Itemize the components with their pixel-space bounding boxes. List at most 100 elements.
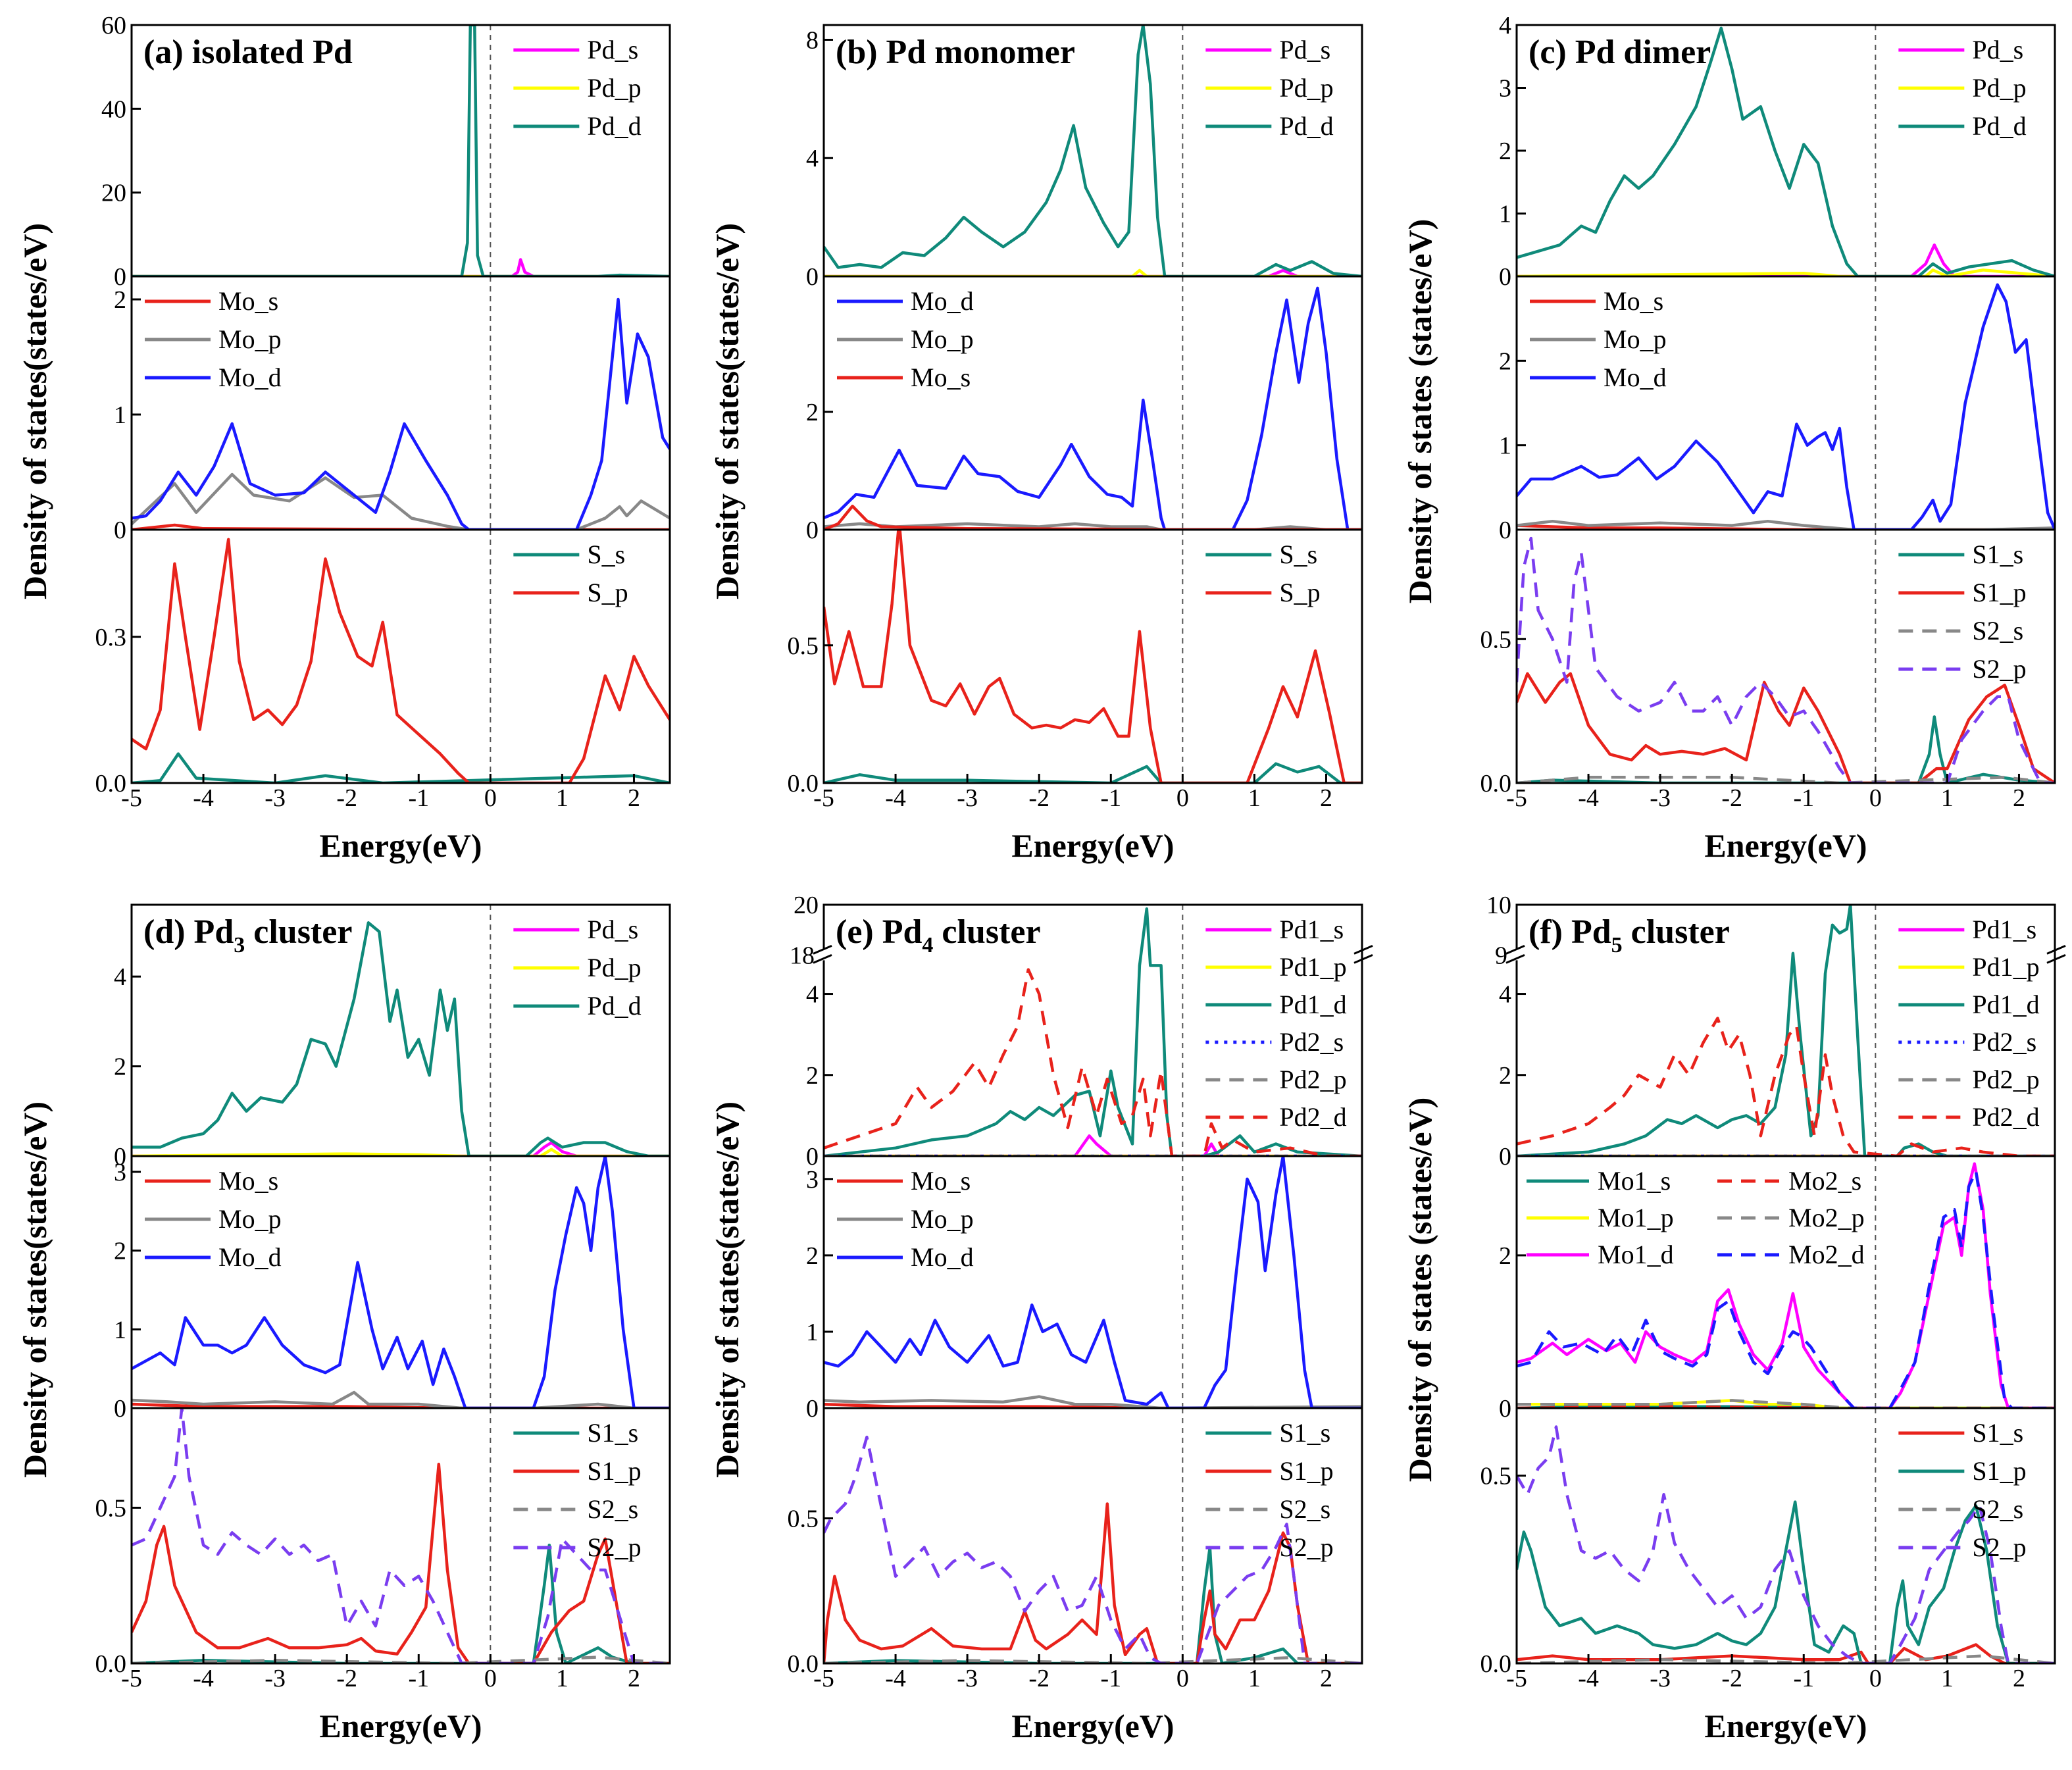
x-axis-title: Energy(eV) [319,1707,482,1744]
legend-label: Mo2_s [1788,1166,1861,1196]
x-tick-label: 2 [2013,1665,2025,1692]
x-tick-label: -1 [1793,1665,1814,1692]
series-line-mo-d [132,297,670,530]
x-tick-label: 0 [1869,1665,1882,1692]
x-tick-label: -3 [957,784,978,812]
legend-label: Pd2_s [1279,1027,1344,1057]
y-tick-label: 2 [806,399,819,426]
legend-label: Mo_d [911,286,974,316]
series-line-pd-s [824,268,1362,276]
x-tick-label: -4 [193,784,214,812]
panel-frame [130,528,671,784]
y-tick-label: 0.0 [95,770,127,797]
chart-title: (f) Pd5 cluster [1529,913,1730,957]
panel-frame [822,1155,1363,1409]
y-tick-label: 60 [101,12,126,39]
y-tick-label: 2 [1499,347,1511,375]
x-tick-label: -3 [265,1665,286,1692]
y-tick-label: 0 [806,1143,819,1171]
x-tick-label: 1 [1248,784,1261,812]
chart-title-tail: cluster [933,913,1040,951]
panel-d-mo: 0 1 2 3 Mo_s Mo_p Mo_d [114,1155,671,1423]
series-line-mo-p [132,1390,670,1408]
panel-f-pd: 0 2 4 10 9 Pd1_s Pd1_p Pd1_d Pd2_s Pd2_p Pd2_d [1486,892,2066,1171]
axis-break-mark [1505,954,1525,964]
y-tick-label: 3 [806,1166,819,1194]
y-tick-label: 3 [1499,75,1511,103]
series-line-pd-d [132,921,670,1156]
x-tick-label: -3 [1650,1665,1671,1692]
series-line-s2-p [1517,1425,2055,1663]
legend-label: Mo_s [218,286,278,316]
panel-d-s: 0.0 0.5 S1_s S1_p S2_s S2_p [95,1407,671,1678]
panel-b-s: 0.0 0.5 S_s S_p [788,528,1363,797]
series-line-s2-s [132,1656,670,1663]
y-tick-label: 0 [114,517,126,544]
axis-break-mark [2046,954,2066,964]
legend-label: S2_s [1972,1494,2023,1524]
series-line-mo1-d [1517,1162,2055,1408]
legend-label: Pd_p [587,73,641,103]
y-tick-label: 0.0 [1480,1650,1512,1678]
series-line-mo-p [132,472,670,530]
series-line-s2-s [1517,776,2055,783]
chart-title: (e) Pd4 cluster [836,913,1041,957]
x-tick-label: -1 [1100,1665,1121,1692]
y-tick-label: 0 [806,517,819,544]
y-axis-title: Density of states(states/eV) [16,1101,53,1478]
x-tick-label: -1 [1100,784,1121,812]
x-axis-title: Energy(eV) [1011,827,1174,864]
x-tick-label: 0 [1869,784,1882,812]
series-line-s1-p [1517,672,2055,783]
legend-label: Pd2_s [1972,1027,2036,1057]
legend-label: Mo_s [911,363,971,392]
x-tick-label: 1 [1941,1665,1954,1692]
legend-label: S1_p [587,1456,641,1486]
y-tick-label: 0.5 [95,1494,127,1522]
y-tick-label: 0.5 [1480,1463,1512,1490]
y-tick-label: 2 [1499,1062,1511,1090]
y-tick-label: 0.5 [788,1505,819,1533]
series-line-pd-p [824,268,1362,276]
series-line-s1-s [1517,715,2055,783]
y-tick-label: 8 [806,26,819,54]
x-tick-label: -4 [1578,784,1599,812]
y-tick-label: 4 [806,145,819,172]
y-axis-title: Density of states(states/eV) [709,1101,745,1478]
chart-title-subscript: 3 [234,933,245,957]
chart-e: 0242018Pd1_sPd1_pPd1_dPd2_sPd2_pPd2_d012… [709,892,1373,1744]
series-line-mo-s [1517,524,2055,530]
panel-a-s: 0.0 0.3 S_s S_p [95,528,671,797]
legend-label: Pd_p [1972,73,2026,103]
panel-frame [1515,1407,2056,1665]
y-tick-label-break-low: 9 [1495,942,1507,969]
x-tick-label: 0 [484,1665,497,1692]
y-tick-label: 0 [1499,1395,1511,1423]
legend-label: S2_p [1972,1532,2026,1562]
y-tick-label: 0.3 [95,624,127,651]
legend-label: Mo_d [1604,363,1667,392]
x-tick-label: 2 [628,784,640,812]
y-tick-label: 1 [1499,432,1511,460]
legend-label: Mo1_s [1598,1166,1671,1196]
y-tick-label: 4 [806,981,819,1009]
legend-label: S2_p [1972,654,2026,684]
y-tick-label-break-low: 18 [790,942,815,969]
legend-label: Mo_d [218,1242,282,1272]
chart-c: 0 1 2 3 4 Pd_s Pd_p Pd_d 0 1 2 Mo_s Mo_p Mo_d 0.0 0.5 S1… [1402,12,2056,864]
series-line-s2-s [1517,1654,2055,1663]
legend-label: S1_p [1972,1456,2026,1486]
legend-label: Mo_d [911,1242,974,1272]
y-tick-label: 2 [114,1053,126,1081]
x-tick-label: 2 [1320,784,1332,812]
series-line-mo-d [824,286,1362,530]
panel-frame [130,1407,671,1665]
y-tick-label: 1 [1499,201,1511,228]
y-tick-label: 2 [114,1238,126,1265]
chart-d: 0 2 4 Pd_s Pd_p Pd_d 0 1 2 3 Mo_s Mo_p Mo_d 0.0 0.5 S1_… [16,903,671,1744]
y-tick-label: 4 [1499,981,1511,1009]
axis-break-mark [2046,945,2066,955]
y-tick-label: 2 [1499,138,1511,165]
legend-label: Pd2_d [1972,1102,2039,1132]
